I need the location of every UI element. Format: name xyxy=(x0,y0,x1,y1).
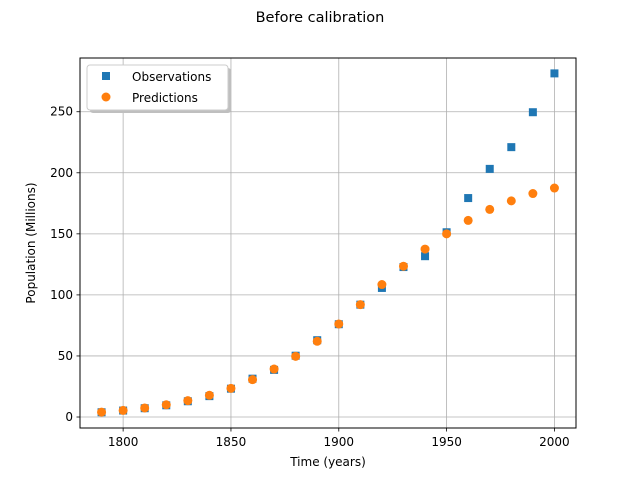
predictions-point xyxy=(204,390,214,400)
y-tick-label: 100 xyxy=(50,288,73,302)
y-tick-label: 150 xyxy=(50,227,73,241)
predictions-point xyxy=(355,300,365,310)
predictions-point xyxy=(97,407,107,417)
y-tick-label: 200 xyxy=(50,166,73,180)
predictions-point xyxy=(549,183,559,193)
chart-title: Before calibration xyxy=(256,10,385,26)
y-tick-label: 0 xyxy=(65,410,73,424)
predictions-point xyxy=(528,189,538,199)
x-tick-label: 2000 xyxy=(539,435,570,449)
observations-point xyxy=(528,108,537,117)
predictions-point xyxy=(442,229,452,239)
observations-point xyxy=(421,252,430,261)
observations-point xyxy=(464,194,473,203)
legend-label-predictions: Predictions xyxy=(132,91,198,105)
predictions-point xyxy=(183,396,193,406)
legend-box xyxy=(86,64,229,111)
x-tick-label: 1800 xyxy=(108,435,139,449)
predictions-point xyxy=(161,400,171,410)
predictions-point xyxy=(420,244,430,254)
y-tick-label: 250 xyxy=(50,105,73,119)
predictions-point xyxy=(377,280,387,290)
x-tick-label: 1950 xyxy=(431,435,462,449)
x-tick-label: 1900 xyxy=(324,435,355,449)
legend-label-observations: Observations xyxy=(132,70,211,84)
legend-marker-predictions xyxy=(101,92,111,102)
y-axis-label: Population (Millions) xyxy=(24,182,38,303)
predictions-point xyxy=(463,215,473,225)
observations-point xyxy=(550,69,559,78)
axis-ticks: 1800 1850 1900 1950 2000 0 50 100 150 200 250 xyxy=(50,105,570,449)
observations-point xyxy=(507,143,516,152)
predictions-point xyxy=(248,375,258,385)
y-tick-label: 50 xyxy=(58,349,73,363)
legend-marker-observations xyxy=(102,72,110,80)
plot-area xyxy=(79,57,577,429)
data-points xyxy=(97,69,559,417)
predictions-point xyxy=(506,196,516,206)
predictions-point xyxy=(334,319,344,329)
predictions-point xyxy=(312,336,322,346)
x-axis-label: Time (years) xyxy=(289,455,366,469)
predictions-point xyxy=(226,383,236,393)
legend: Observations Predictions xyxy=(86,64,231,113)
predictions-point xyxy=(140,403,150,413)
predictions-point xyxy=(485,204,495,214)
x-tick-label: 1850 xyxy=(216,435,247,449)
predictions-point xyxy=(269,364,279,374)
observations-point xyxy=(485,164,494,173)
predictions-point xyxy=(291,351,301,361)
predictions-point xyxy=(118,405,128,415)
predictions-point xyxy=(398,261,408,271)
